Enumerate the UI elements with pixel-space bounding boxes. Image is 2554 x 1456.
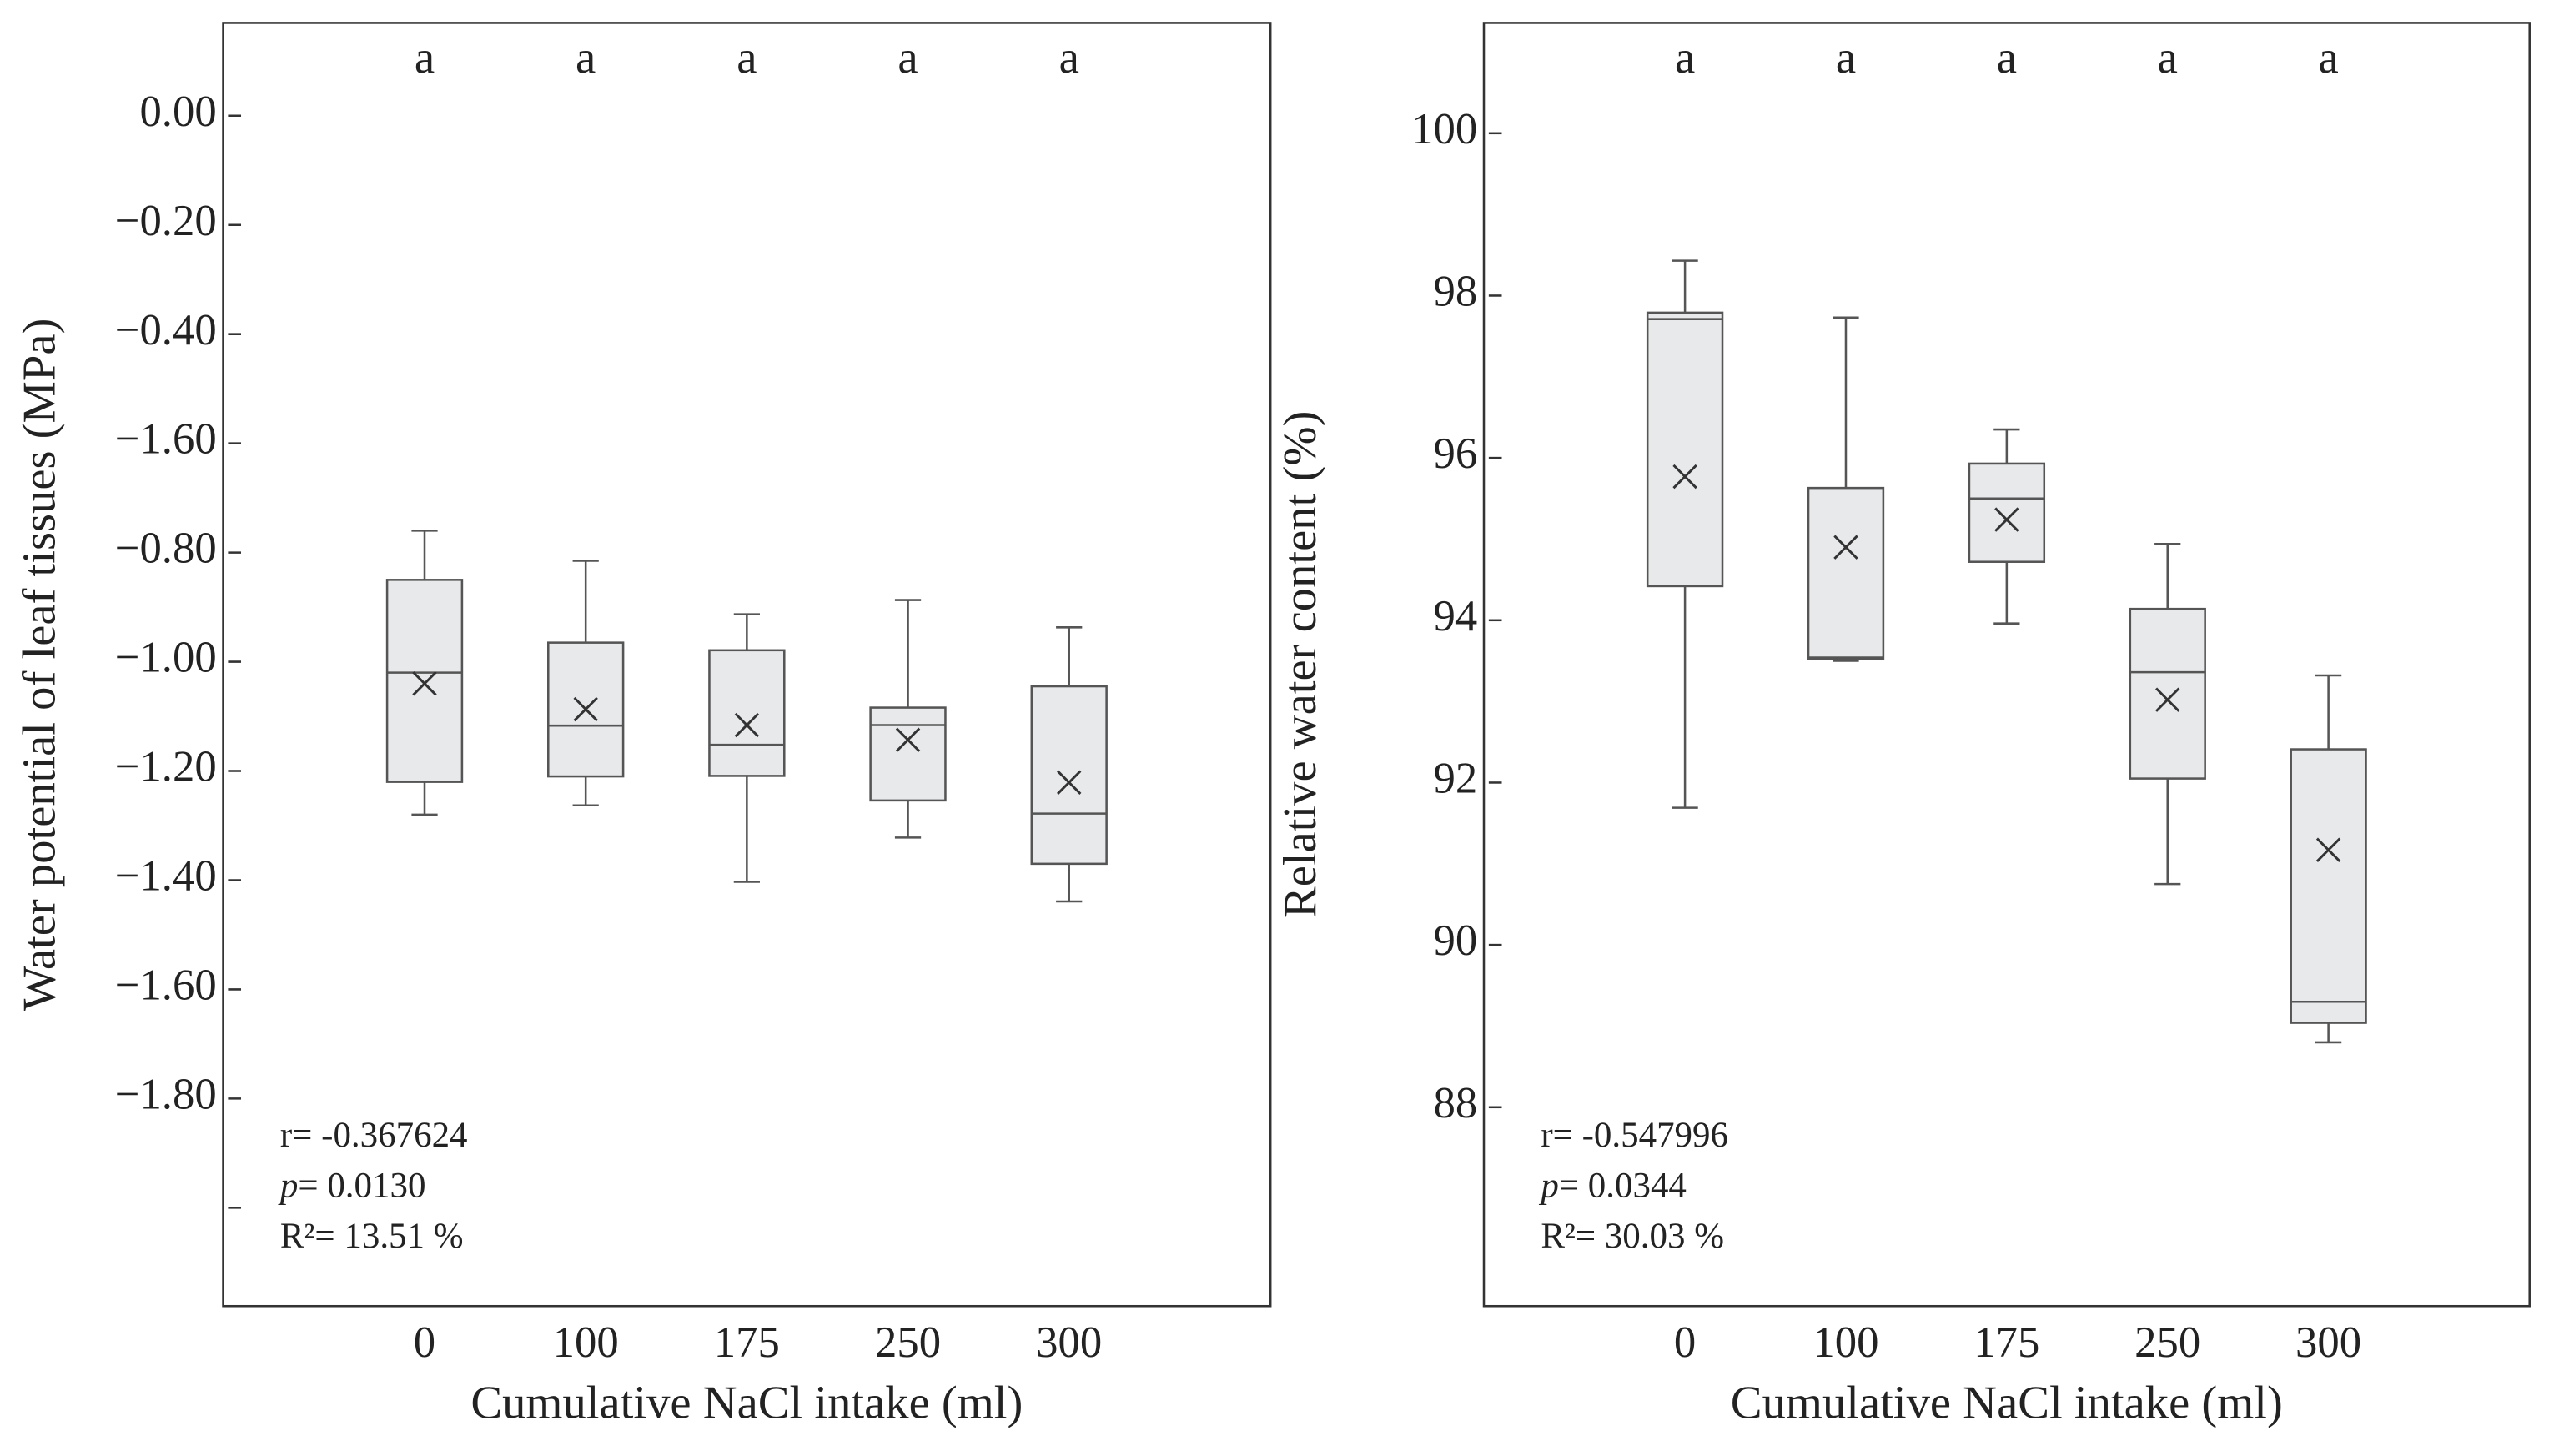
mean-marker [1672,464,1697,490]
y-tick-label: −0.80 [115,525,217,573]
box [1030,685,1108,866]
y-tick-label: −0.40 [115,306,217,354]
y-tick-label: 0.00 [139,88,216,136]
x-axis-title: Cumulative NaCl intake (ml) [470,1377,1023,1428]
box [2290,748,2367,1024]
x-axis-title: Cumulative NaCl intake (ml) [1731,1377,2283,1428]
y-axis-title: Relative water content (%) [1274,411,1326,918]
mean-marker [734,712,760,738]
box [1646,311,1724,588]
mean-marker [2155,687,2180,712]
stat-p-value: = 0.0130 [298,1167,425,1206]
y-tick-label: −1.00 [115,634,217,682]
group-letter: a [737,32,757,83]
box [1807,486,1885,660]
x-tick-label: 175 [1973,1318,2039,1367]
box [708,649,786,777]
y-tick-label: 90 [1433,916,1477,965]
box [385,579,464,783]
mean-marker [1057,770,1082,795]
x-tick-label: 100 [1812,1318,1878,1367]
stat-p: p= 0.0344 [1538,1167,1687,1206]
x-tick-label: 300 [1036,1318,1102,1367]
stat-p-label: p [1538,1167,1558,1206]
x-tick-label: 175 [714,1318,780,1367]
y-tick-label: 88 [1433,1079,1477,1127]
y-tick-label: 100 [1411,105,1477,153]
stat-p-label: p [278,1167,298,1206]
x-tick-label: 250 [875,1318,941,1367]
mean-marker [573,696,598,722]
box [1968,462,2046,563]
y-tick-label: −1.60 [115,961,217,1010]
x-tick-label: 0 [1674,1318,1696,1367]
box [2129,607,2206,780]
stat-r2: R²= 13.51 % [280,1217,464,1256]
mean-marker [1833,535,1858,560]
y-tick-label: −1.60 [115,415,217,464]
stat-p: p= 0.0130 [278,1167,426,1206]
group-letter: a [897,32,918,83]
y-tick-label: −1.40 [115,852,217,901]
stat-p-value: = 0.0344 [1559,1167,1687,1206]
plot-frame [222,22,1272,1308]
x-tick-label: 0 [414,1318,435,1367]
group-letter: a [576,32,596,83]
y-tick-label: 94 [1433,592,1477,640]
y-tick-label: −0.20 [115,197,217,245]
y-tick-label: 98 [1433,268,1477,316]
stat-r: r= -0.547996 [1541,1116,1728,1155]
box [869,706,947,802]
mean-marker [1994,507,2019,532]
plot-frame [1482,22,2531,1308]
group-letter: a [1836,32,1856,83]
y-tick-label: −1.20 [115,743,217,791]
group-letter: a [2318,32,2338,83]
group-letter: a [1059,32,1079,83]
group-letter: a [1675,32,1695,83]
group-letter: a [415,32,435,83]
mean-marker [895,727,921,752]
y-tick-label: 92 [1433,755,1477,803]
x-tick-label: 250 [2134,1318,2200,1367]
stat-r: r= -0.367624 [280,1116,468,1155]
mean-marker [412,671,437,696]
group-letter: a [2158,32,2178,83]
y-tick-label: 96 [1433,429,1477,478]
mean-marker [2315,837,2341,862]
stat-r2: R²= 30.03 % [1541,1217,1724,1256]
group-letter: a [1997,32,2017,83]
x-tick-label: 300 [2295,1318,2361,1367]
y-tick-label: −1.80 [115,1071,217,1119]
x-tick-label: 100 [553,1318,619,1367]
y-axis-title: Water potential of leaf tissues (MPa) [14,319,66,1011]
